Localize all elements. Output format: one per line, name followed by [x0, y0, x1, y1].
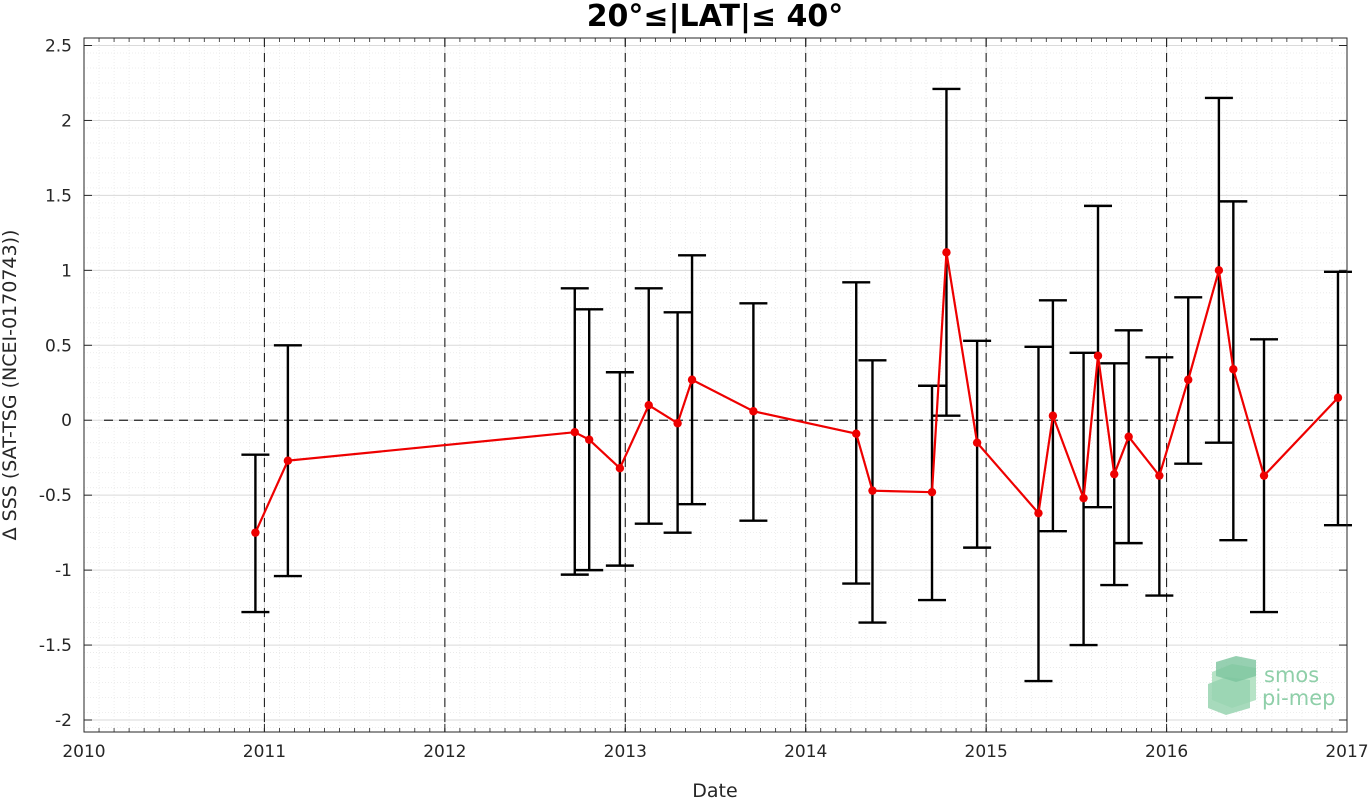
data-point: [1214, 266, 1224, 275]
data-point: [644, 401, 653, 410]
data-point: [1124, 432, 1133, 441]
logo-line-2: pi-mep: [1262, 686, 1335, 710]
data-point: [283, 456, 293, 465]
data-point: [972, 438, 982, 447]
grid: [83, 38, 1348, 732]
smos-pi-mep-logo: smos pi-mep: [1208, 656, 1335, 715]
y-tick-labels: 2.5 2 1.5 1 0.5 0 -0.5 -1 -1.5 -2: [39, 36, 72, 731]
data-point: [585, 435, 594, 444]
data-point: [1048, 411, 1058, 420]
series-points: [251, 248, 1343, 537]
data-point: [1110, 469, 1119, 479]
data-point: [868, 486, 877, 495]
series-line: [254, 252, 1339, 534]
data-point: [1079, 493, 1088, 503]
year-separator-lines: [263, 38, 1168, 732]
y-tick-label: 1: [61, 261, 72, 281]
y-tick-label: 0: [61, 411, 72, 431]
data-point: [615, 463, 625, 473]
y-axis-label: Δ SSS (SAT-TSG (NCEI-0170743)): [0, 230, 21, 541]
y-tick-label: -0.5: [39, 486, 72, 506]
x-tick-label: 2017: [1325, 742, 1368, 762]
data-point: [1259, 471, 1269, 480]
data-point: [749, 407, 758, 416]
data-point: [927, 487, 937, 497]
data-point: [942, 248, 951, 257]
data-point: [1333, 393, 1343, 402]
data-point: [1034, 508, 1043, 518]
x-tick-label: 2015: [965, 742, 1008, 762]
data-point: [1155, 471, 1164, 480]
x-tick-label: 2012: [423, 742, 466, 762]
x-axis-label: Date: [692, 780, 737, 799]
y-tick-label: 2.5: [45, 36, 72, 56]
data-point: [673, 419, 682, 428]
data-point: [251, 528, 260, 537]
y-tick-label: -2: [55, 711, 72, 731]
y-tick-label: 2: [61, 111, 72, 131]
chart-title: 20°≤|LAT|≤ 40°: [587, 0, 844, 34]
data-point: [687, 375, 697, 384]
y-tick-label: -1: [55, 561, 72, 581]
y-tick-label: 1.5: [45, 186, 72, 206]
logo-mark-icon: [1208, 656, 1256, 715]
data-point: [1184, 375, 1193, 384]
data-point: [1229, 365, 1238, 374]
x-tick-labels: 2010 2011 2012 2013 2014 2015 2016 2017: [62, 742, 1368, 762]
axis-ticks: [83, 38, 1348, 732]
plot-frame: [83, 37, 1348, 733]
x-tick-label: 2014: [784, 742, 827, 762]
x-tick-label: 2010: [62, 742, 105, 762]
y-tick-label: 0.5: [45, 336, 72, 356]
data-point: [852, 429, 861, 438]
x-tick-label: 2011: [243, 742, 286, 762]
data-point: [1093, 351, 1103, 360]
data-point: [570, 428, 579, 437]
x-tick-label: 2016: [1145, 742, 1188, 762]
logo-line-1: smos: [1264, 663, 1319, 687]
y-tick-label: -1.5: [39, 636, 72, 656]
x-tick-label: 2013: [604, 742, 647, 762]
